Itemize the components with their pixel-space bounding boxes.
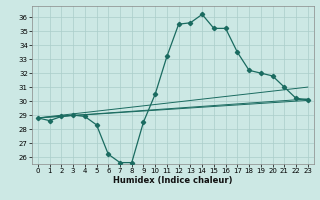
X-axis label: Humidex (Indice chaleur): Humidex (Indice chaleur) [113, 176, 233, 185]
